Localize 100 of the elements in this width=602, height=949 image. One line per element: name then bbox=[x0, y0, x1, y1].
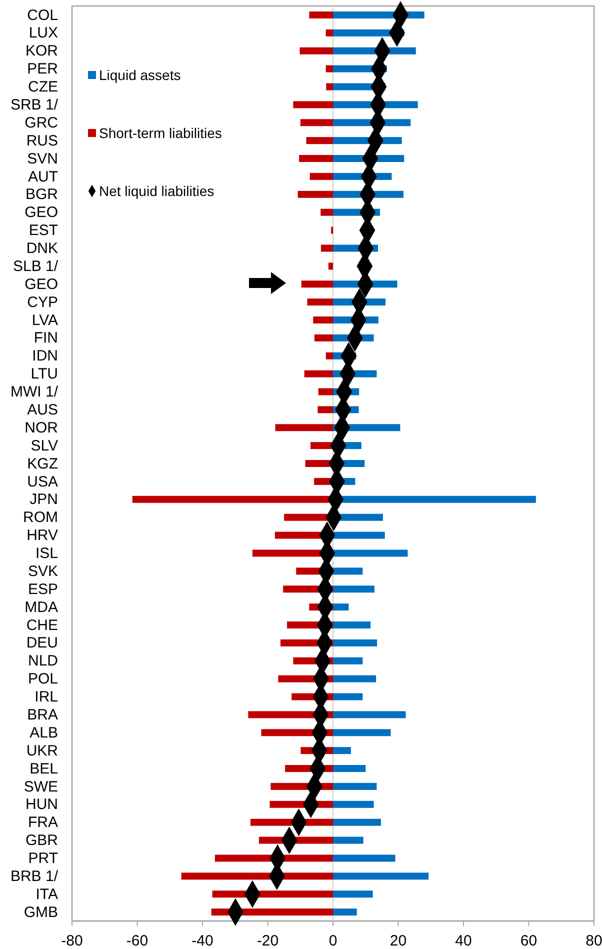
y-tick-label: ITA bbox=[36, 886, 58, 903]
y-tick-label: SLV bbox=[30, 437, 58, 454]
y-tick-label: SLB 1/ bbox=[12, 258, 59, 275]
bar bbox=[333, 621, 371, 628]
bar bbox=[300, 119, 333, 126]
y-tick-label: RUS bbox=[26, 132, 58, 150]
x-tick-label: -60 bbox=[126, 932, 148, 949]
bar bbox=[326, 29, 333, 36]
x-tick-label: 20 bbox=[390, 932, 407, 949]
bar bbox=[326, 65, 333, 72]
bar bbox=[333, 890, 373, 898]
bar bbox=[313, 316, 333, 324]
y-tick-label: LTU bbox=[30, 366, 58, 383]
y-tick-label: ROM bbox=[23, 509, 58, 526]
y-tick-label: HUN bbox=[26, 796, 58, 814]
x-tick-label: -40 bbox=[192, 932, 214, 949]
y-tick-label: BEL bbox=[30, 760, 58, 778]
bar bbox=[333, 568, 363, 575]
bar bbox=[333, 532, 385, 539]
bar bbox=[307, 298, 333, 306]
y-tick-label: BRA bbox=[27, 706, 58, 724]
y-tick-label: LUX bbox=[28, 24, 58, 42]
y-tick-label: IRL bbox=[34, 688, 58, 706]
y-tick-label: SRB 1/ bbox=[10, 96, 59, 114]
bar bbox=[326, 83, 333, 90]
bar bbox=[301, 280, 333, 288]
y-tick-label: FIN bbox=[34, 330, 58, 347]
y-tick-label: ALB bbox=[30, 724, 58, 742]
bar bbox=[333, 657, 363, 664]
bar bbox=[314, 334, 333, 342]
x-tick-label: 80 bbox=[586, 932, 602, 949]
y-tick-label: CHE bbox=[26, 616, 58, 634]
bar bbox=[333, 586, 374, 593]
legend-label: Short-term liabilities bbox=[99, 124, 222, 141]
y-tick-label: ISL bbox=[35, 545, 58, 562]
bar bbox=[298, 190, 333, 198]
bar bbox=[333, 854, 396, 862]
y-tick-label: JPN bbox=[30, 491, 58, 508]
bar bbox=[326, 352, 333, 360]
y-tick-label: ESP bbox=[28, 580, 58, 598]
y-tick-label: COL bbox=[27, 6, 58, 24]
y-tick-label: DEU bbox=[26, 634, 58, 652]
bar bbox=[333, 908, 357, 916]
bar bbox=[333, 836, 364, 844]
y-tick-label: GEO bbox=[24, 204, 58, 222]
y-tick-label: CYP bbox=[27, 294, 58, 311]
bar bbox=[333, 675, 376, 682]
y-tick-label: CZE bbox=[28, 78, 58, 96]
y-tick-label: BGR bbox=[25, 186, 58, 204]
y-tick-label: GRC bbox=[24, 114, 58, 132]
y-tick-label: GEO bbox=[24, 276, 58, 293]
y-tick-label: NLD bbox=[28, 652, 58, 670]
x-tick-label: 40 bbox=[455, 932, 472, 949]
y-tick-label: SVK bbox=[28, 562, 58, 580]
bar bbox=[293, 101, 333, 108]
bar bbox=[333, 604, 349, 611]
bar bbox=[333, 782, 377, 790]
bar bbox=[328, 262, 333, 270]
bar bbox=[320, 208, 333, 216]
y-tick-label: SWE bbox=[24, 778, 58, 796]
y-tick-label: USA bbox=[27, 473, 58, 490]
y-tick-label: AUT bbox=[28, 168, 58, 186]
legend-label: Liquid assets bbox=[99, 66, 181, 83]
y-tick-label: EST bbox=[28, 222, 58, 240]
bar bbox=[310, 442, 333, 450]
y-tick-label: KOR bbox=[25, 42, 58, 60]
x-tick-label: -80 bbox=[61, 932, 83, 949]
bar bbox=[304, 370, 333, 378]
bar bbox=[309, 11, 333, 18]
bar bbox=[275, 424, 333, 432]
bar bbox=[333, 800, 374, 808]
bar bbox=[333, 818, 381, 826]
bar bbox=[333, 693, 363, 700]
y-tick-label: HRV bbox=[26, 527, 58, 544]
y-tick-label: UKR bbox=[26, 742, 58, 760]
bar bbox=[333, 747, 351, 754]
y-tick-label: PRT bbox=[28, 850, 58, 868]
y-tick-label: SVN bbox=[27, 150, 58, 168]
bar bbox=[333, 711, 406, 718]
bar bbox=[318, 388, 333, 396]
y-tick-label: GMB bbox=[24, 904, 58, 921]
bar bbox=[318, 406, 333, 414]
y-tick-label: GBR bbox=[25, 832, 58, 850]
bar bbox=[306, 137, 333, 144]
bar bbox=[181, 872, 333, 880]
y-tick-label: FRA bbox=[28, 814, 58, 832]
y-tick-label: DNK bbox=[26, 240, 58, 258]
y-tick-label: MWI 1/ bbox=[10, 384, 59, 401]
y-tick-label: POL bbox=[28, 670, 58, 688]
y-tick-label: LVA bbox=[32, 312, 58, 329]
bar bbox=[310, 172, 333, 180]
x-tick-label: 0 bbox=[328, 932, 338, 949]
x-tick-label: 60 bbox=[520, 932, 538, 949]
y-tick-label: NOR bbox=[24, 419, 58, 436]
bar bbox=[333, 729, 391, 736]
legend-label: Net liquid liabilities bbox=[99, 182, 214, 199]
bar bbox=[300, 47, 333, 54]
bar bbox=[333, 872, 429, 880]
y-tick-label: PER bbox=[27, 60, 58, 78]
x-tick-label: -20 bbox=[256, 932, 279, 949]
